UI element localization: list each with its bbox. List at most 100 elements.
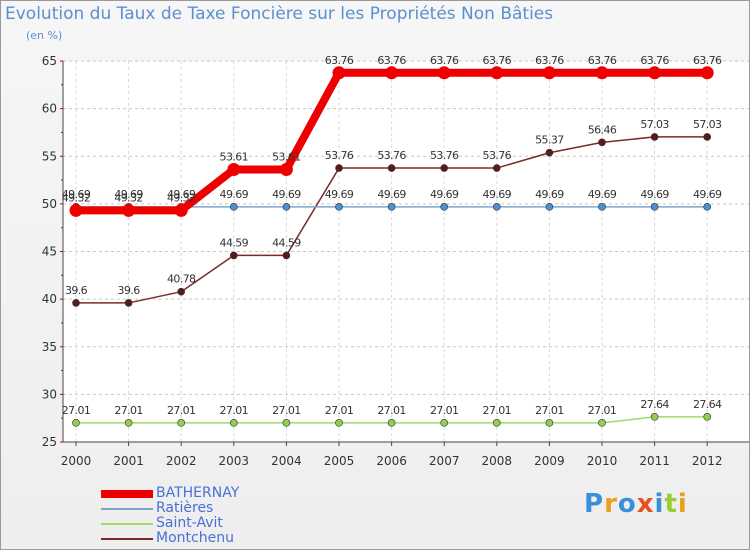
data-point <box>598 203 606 211</box>
x-tick-label: 2012 <box>692 454 723 468</box>
data-label-bathernay: 49.32 <box>167 191 196 204</box>
data-label-saint-avit: 27.64 <box>640 398 669 411</box>
chart-title: Evolution du Taux de Taxe Foncière sur l… <box>5 4 554 24</box>
data-label-bathernay: 53.61 <box>272 150 301 163</box>
data-label-saint-avit: 27.01 <box>377 404 406 417</box>
y-tick-label: 25 <box>42 435 57 449</box>
data-label-bathernay: 63.76 <box>377 54 406 67</box>
data-point <box>124 419 133 427</box>
data-point <box>335 419 343 427</box>
data-label-saint-avit: 27.64 <box>693 398 722 411</box>
logo-letter: P <box>584 489 605 519</box>
x-tick-label: 2005 <box>324 454 355 468</box>
y-tick-label: 65 <box>42 54 57 68</box>
y-tick-label: 50 <box>42 197 57 211</box>
data-point <box>703 203 712 211</box>
x-tick-label: 2007 <box>429 454 460 468</box>
data-label-bathernay: 63.76 <box>693 54 722 67</box>
data-label-bathernay: 63.76 <box>325 54 354 67</box>
x-tick-label: 2001 <box>113 454 144 468</box>
data-label-ratieres: 49.69 <box>483 188 512 201</box>
data-label-bathernay: 63.76 <box>430 54 459 67</box>
data-point <box>387 164 396 172</box>
data-label-montchenu: 57.03 <box>693 118 722 131</box>
data-point <box>335 164 343 172</box>
y-unit-label: (en %) <box>26 29 63 42</box>
legend-label: Ratières <box>156 500 214 516</box>
data-point <box>177 419 185 427</box>
data-point <box>387 419 396 427</box>
data-label-saint-avit: 27.01 <box>220 404 249 417</box>
x-tick-label: 2008 <box>482 454 513 468</box>
data-label-saint-avit: 27.01 <box>325 404 354 417</box>
data-point <box>230 203 238 211</box>
x-tick-label: 2011 <box>639 454 670 468</box>
data-point <box>332 66 346 80</box>
data-label-ratieres: 49.69 <box>325 188 354 201</box>
data-point <box>177 287 185 296</box>
logo-letter: o <box>617 489 637 519</box>
y-tick-label: 40 <box>42 292 57 306</box>
data-label-montchenu: 39.6 <box>65 284 88 297</box>
logo-letter: t <box>664 489 678 519</box>
data-label-montchenu: 39.6 <box>118 284 141 297</box>
data-label-montchenu: 44.59 <box>220 236 249 249</box>
data-label-ratieres: 49.69 <box>430 188 459 201</box>
data-label-bathernay: 63.76 <box>588 54 617 67</box>
data-point <box>124 299 133 307</box>
legend-label: Montchenu <box>156 530 234 546</box>
y-tick-label: 30 <box>42 387 57 401</box>
data-label-montchenu: 53.76 <box>430 149 459 162</box>
data-point <box>282 203 291 211</box>
data-label-montchenu: 56.46 <box>588 123 617 136</box>
data-point <box>545 148 554 157</box>
data-label-bathernay: 49.32 <box>62 191 91 204</box>
data-label-ratieres: 49.69 <box>535 188 564 201</box>
data-label-montchenu: 44.59 <box>272 236 301 249</box>
data-label-montchenu: 53.76 <box>483 149 512 162</box>
data-label-saint-avit: 27.01 <box>167 404 196 417</box>
data-point <box>335 203 343 211</box>
x-tick-label: 2010 <box>587 454 618 468</box>
data-label-saint-avit: 27.01 <box>272 404 301 417</box>
y-tick-label: 45 <box>42 245 57 259</box>
proxiti-logo: Proxiti <box>584 489 688 519</box>
x-tick-label: 2009 <box>534 454 565 468</box>
data-point <box>282 251 291 260</box>
data-label-ratieres: 49.69 <box>640 188 669 201</box>
x-tick-label: 2003 <box>219 454 250 468</box>
y-tick-label: 55 <box>42 149 57 163</box>
data-point <box>490 66 504 80</box>
data-point <box>437 66 451 80</box>
data-point <box>440 203 449 211</box>
data-point <box>648 66 662 80</box>
data-label-bathernay: 63.76 <box>640 54 669 67</box>
data-point <box>440 419 449 427</box>
series-bathernay <box>69 66 714 217</box>
logo-letter: r <box>604 489 618 519</box>
legend-label: Saint-Avit <box>156 515 223 531</box>
data-label-saint-avit: 27.01 <box>535 404 564 417</box>
data-label-saint-avit: 27.01 <box>588 404 617 417</box>
data-point <box>492 203 501 211</box>
logo-letter: i <box>654 489 665 519</box>
data-point <box>703 413 712 421</box>
data-label-saint-avit: 27.01 <box>114 404 143 417</box>
x-tick-label: 2006 <box>376 454 407 468</box>
data-label-saint-avit: 27.01 <box>430 404 459 417</box>
data-point <box>650 413 659 421</box>
data-point <box>703 133 712 141</box>
data-point <box>282 419 291 427</box>
data-label-ratieres: 49.69 <box>114 188 143 201</box>
legend-swatch <box>101 490 153 498</box>
data-label-montchenu: 53.76 <box>325 149 354 162</box>
legend-label: BATHERNAY <box>156 485 240 501</box>
data-label-saint-avit: 27.01 <box>62 404 91 417</box>
logo-letter: i <box>677 489 688 519</box>
data-label-montchenu: 57.03 <box>640 118 669 131</box>
data-label-ratieres: 49.69 <box>272 188 301 201</box>
data-label-ratieres: 49.69 <box>62 188 91 201</box>
data-point <box>122 203 136 217</box>
